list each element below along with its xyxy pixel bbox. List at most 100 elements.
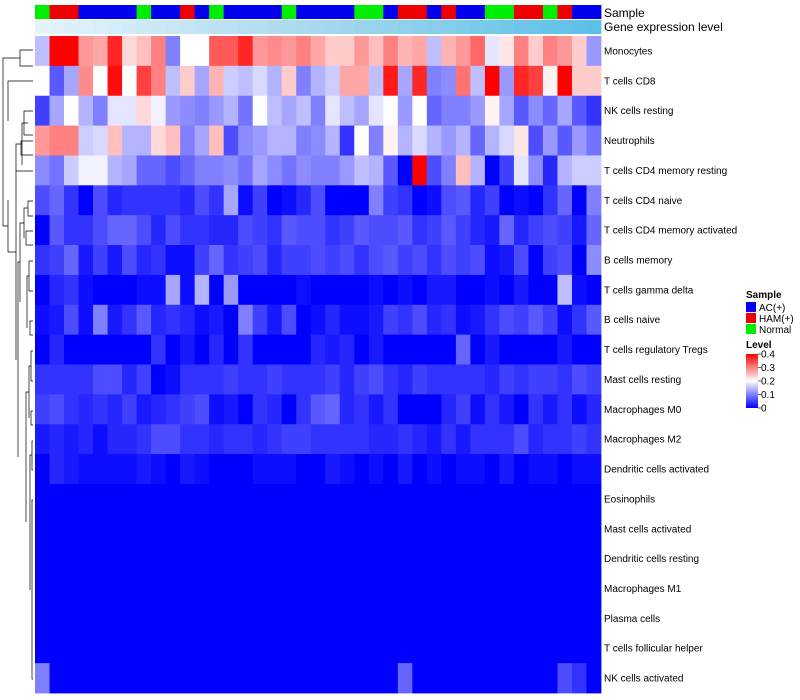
heatmap-cell <box>586 65 602 97</box>
row-label: Dendritic cells activated <box>604 465 709 476</box>
heatmap-cell <box>542 215 558 246</box>
heatmap-cell <box>325 364 341 395</box>
heatmap-cell <box>209 663 225 694</box>
heatmap-cell <box>557 394 573 425</box>
heatmap-cell <box>180 245 196 276</box>
heatmap-cell <box>267 424 283 455</box>
heatmap-cell <box>513 394 529 425</box>
heatmap-cell <box>209 633 225 664</box>
heatmap-cell <box>470 633 486 664</box>
heatmap-cell <box>412 513 428 545</box>
expression-annotation-cell <box>354 20 370 34</box>
heatmap-cell <box>267 603 283 634</box>
heatmap-cell <box>180 185 196 216</box>
heatmap-cell <box>470 95 486 126</box>
sample-annotation-cell <box>383 5 399 19</box>
heatmap-cell <box>93 603 108 634</box>
heatmap-cell <box>267 185 283 216</box>
heatmap-cell <box>397 603 413 634</box>
heatmap-cell <box>93 543 108 574</box>
heatmap-cell <box>49 513 65 545</box>
heatmap-cell <box>383 304 399 336</box>
heatmap-cell <box>484 155 500 186</box>
sample-annotation-cell <box>180 5 196 19</box>
heatmap-cell <box>499 245 515 276</box>
heatmap-cell <box>571 513 587 545</box>
heatmap-cell <box>180 215 196 246</box>
heatmap-cell <box>281 424 297 455</box>
heatmap-cell <box>557 215 573 246</box>
heatmap-cell <box>455 394 471 425</box>
heatmap-cell <box>528 95 544 126</box>
heatmap-cell <box>499 125 515 156</box>
heatmap-cell <box>281 573 297 604</box>
heatmap-cell <box>571 573 587 604</box>
heatmap-cell <box>528 215 544 246</box>
heatmap-cell <box>470 394 486 425</box>
expression-annotation-cell <box>35 20 50 34</box>
heatmap-cell <box>78 573 94 604</box>
sample-annotation-cell <box>78 5 94 19</box>
heatmap-cell <box>107 185 123 216</box>
heatmap-cell <box>238 36 254 67</box>
heatmap-cell <box>180 364 196 395</box>
heatmap-cell <box>499 95 515 126</box>
heatmap-cell <box>499 274 515 306</box>
heatmap-cell <box>354 95 370 126</box>
heatmap-cell <box>470 603 486 634</box>
row-label: NK cells resting <box>604 106 673 117</box>
row-label: T cells regulatory Tregs <box>604 345 708 356</box>
heatmap-cell <box>557 543 573 574</box>
heatmap-cell <box>354 65 370 97</box>
expression-annotation-cell <box>194 20 210 34</box>
expression-annotation-cell <box>383 20 399 34</box>
heatmap-cell <box>455 155 471 186</box>
heatmap-cell <box>296 304 312 336</box>
heatmap-cell <box>64 274 79 306</box>
heatmap-cell <box>484 185 500 216</box>
heatmap-cell <box>528 364 544 395</box>
heatmap-cell <box>354 364 370 395</box>
heatmap-cell <box>180 274 196 306</box>
heatmap-cell <box>122 573 137 604</box>
row-label: Plasma cells <box>604 614 660 625</box>
heatmap-cell <box>136 663 152 694</box>
legend-label-ham: HAM(+) <box>759 314 794 325</box>
heatmap-cell <box>296 394 312 425</box>
heatmap-cell <box>513 663 529 694</box>
heatmap-cell <box>151 663 167 694</box>
heatmap-cell <box>528 36 544 67</box>
expression-annotation-cell <box>513 20 529 34</box>
sample-annotation-cell <box>455 5 471 19</box>
heatmap-cell <box>542 633 558 664</box>
heatmap-cell <box>238 513 254 545</box>
heatmap-cell <box>281 245 297 276</box>
heatmap-cell <box>122 155 137 186</box>
heatmap-cell <box>223 65 239 97</box>
sample-annotation-cell <box>470 5 486 19</box>
heatmap-cell <box>528 125 544 156</box>
heatmap-cell <box>35 36 50 67</box>
heatmap-cell <box>93 424 108 455</box>
heatmap-cell <box>586 185 602 216</box>
heatmap-cell <box>426 65 442 97</box>
heatmap-cell <box>165 185 181 216</box>
level-colorbar <box>746 354 758 408</box>
sample-annotation-cell <box>281 5 297 19</box>
heatmap-cell <box>180 573 196 604</box>
heatmap-cell <box>513 155 529 186</box>
heatmap-cell <box>267 633 283 664</box>
heatmap-cell <box>107 215 123 246</box>
heatmap-cell <box>209 36 225 67</box>
row-label: T cells CD8 <box>604 76 656 87</box>
heatmap-cell <box>281 155 297 186</box>
heatmap-cell <box>209 304 225 336</box>
heatmap-cell <box>209 185 225 216</box>
heatmap-cell <box>339 483 355 515</box>
heatmap-cell <box>252 215 268 246</box>
heatmap-cell <box>93 334 108 365</box>
heatmap-cell <box>571 633 587 664</box>
sample-annotation-cell <box>136 5 152 19</box>
heatmap-cell <box>78 125 94 156</box>
heatmap-cell <box>35 424 50 455</box>
